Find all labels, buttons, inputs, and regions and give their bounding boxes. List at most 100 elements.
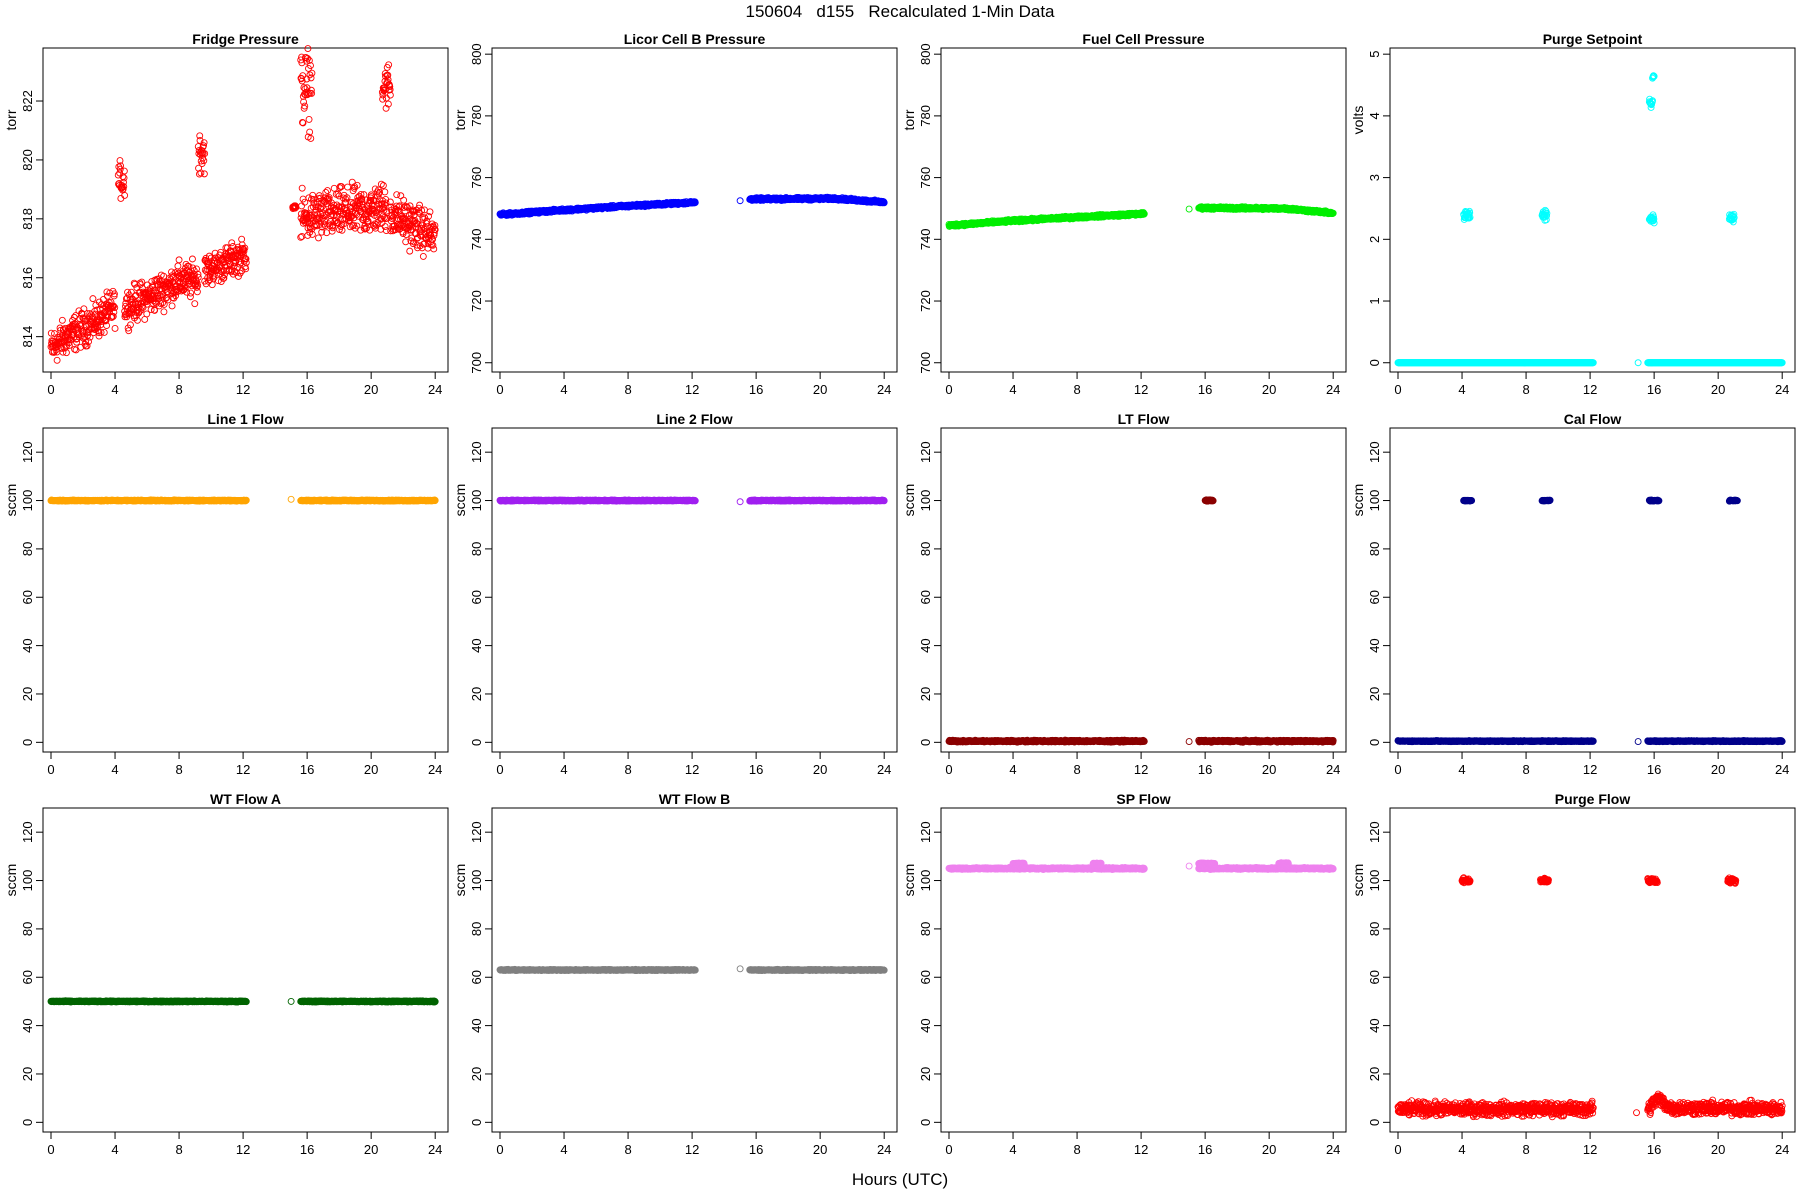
panel-title: Purge Setpoint bbox=[1543, 31, 1643, 47]
plot-frame bbox=[1389, 47, 1796, 373]
y-tick-label: 700 bbox=[469, 352, 484, 374]
y-tick-label: 60 bbox=[20, 590, 35, 604]
data-point bbox=[200, 157, 208, 165]
data-point bbox=[111, 304, 119, 311]
data-point bbox=[200, 142, 207, 150]
data-point bbox=[135, 308, 143, 316]
y-tick-label: 814 bbox=[20, 326, 35, 348]
data-point bbox=[117, 194, 125, 202]
data-point bbox=[133, 316, 141, 324]
x-tick-label: 4 bbox=[1458, 382, 1465, 397]
panel-title: Line 1 Flow bbox=[207, 411, 283, 427]
data-point bbox=[82, 338, 90, 346]
data-point bbox=[120, 174, 128, 182]
data-point bbox=[97, 318, 105, 326]
y-tick-label: 0 bbox=[1367, 359, 1382, 366]
data-point bbox=[110, 308, 118, 316]
x-tick-label: 16 bbox=[749, 382, 763, 397]
y-tick-label: 820 bbox=[20, 149, 35, 171]
data-point bbox=[381, 223, 389, 231]
data-point bbox=[205, 252, 213, 260]
y-tick-label: 2 bbox=[1367, 236, 1382, 243]
data-point bbox=[59, 348, 67, 356]
data-point bbox=[193, 288, 201, 296]
x-tick-label: 0 bbox=[496, 382, 503, 397]
data-points bbox=[47, 495, 439, 505]
data-point bbox=[173, 271, 181, 279]
data-point bbox=[89, 295, 97, 303]
data-point bbox=[194, 270, 202, 278]
data-point bbox=[147, 306, 155, 314]
data-point bbox=[298, 184, 306, 192]
data-point bbox=[186, 293, 194, 301]
data-point bbox=[149, 299, 157, 307]
data-point bbox=[201, 150, 209, 158]
data-points bbox=[496, 193, 888, 219]
data-point bbox=[220, 274, 228, 282]
y-tick-label: 0 bbox=[20, 739, 35, 746]
data-point bbox=[83, 317, 91, 324]
data-point bbox=[141, 316, 149, 323]
x-tick-label: 4 bbox=[111, 382, 118, 397]
data-point bbox=[120, 183, 128, 191]
x-tick-label: 8 bbox=[175, 382, 182, 397]
data-point bbox=[159, 299, 166, 307]
data-point bbox=[109, 312, 117, 320]
y-tick-label: 700 bbox=[918, 352, 933, 374]
y-tick-label: 120 bbox=[20, 441, 35, 463]
plot-frame bbox=[42, 427, 449, 753]
data-point bbox=[83, 342, 91, 350]
y-axis-label: sccm bbox=[3, 484, 19, 517]
y-tick-label: 5 bbox=[1367, 51, 1382, 58]
y-tick-label: 740 bbox=[918, 228, 933, 250]
data-point bbox=[168, 268, 175, 276]
data-point bbox=[200, 139, 208, 147]
data-point bbox=[736, 197, 744, 205]
data-point bbox=[400, 196, 408, 204]
y-tick-label: 3 bbox=[1367, 174, 1382, 181]
x-tick-label: 8 bbox=[624, 382, 631, 397]
data-point bbox=[100, 328, 108, 336]
x-tick-label: 12 bbox=[236, 382, 250, 397]
y-tick-label: 800 bbox=[918, 43, 933, 65]
y-tick-label: 4 bbox=[1367, 112, 1382, 119]
data-point bbox=[228, 239, 236, 247]
data-point bbox=[111, 325, 119, 332]
data-point bbox=[176, 279, 184, 287]
data-point bbox=[95, 332, 103, 340]
data-point bbox=[58, 316, 66, 324]
data-point bbox=[315, 234, 322, 242]
data-point bbox=[305, 115, 313, 123]
data-point bbox=[90, 329, 97, 337]
y-axis-label: torr bbox=[3, 109, 19, 130]
data-point bbox=[200, 170, 208, 178]
data-points bbox=[47, 45, 439, 364]
x-tick-label: 0 bbox=[1394, 382, 1401, 397]
data-point bbox=[208, 281, 216, 289]
data-point bbox=[419, 252, 427, 260]
data-point bbox=[116, 157, 124, 165]
data-point bbox=[102, 317, 110, 324]
data-point bbox=[191, 300, 199, 308]
x-tick-label: 4 bbox=[560, 382, 567, 397]
data-point bbox=[94, 327, 102, 335]
data-point bbox=[166, 274, 173, 282]
x-tick-label: 24 bbox=[428, 762, 442, 777]
data-point bbox=[218, 273, 226, 281]
data-point bbox=[181, 282, 189, 290]
x-tick-label: 20 bbox=[1262, 382, 1276, 397]
panel-title: Fridge Pressure bbox=[192, 31, 299, 47]
y-tick-label: 816 bbox=[20, 267, 35, 289]
x-tick-label: 8 bbox=[1073, 382, 1080, 397]
data-point bbox=[175, 256, 183, 264]
x-tick-label: 4 bbox=[111, 762, 118, 777]
x-tick-label: 0 bbox=[945, 382, 952, 397]
x-tick-label: 8 bbox=[1522, 382, 1529, 397]
data-point bbox=[160, 300, 168, 308]
data-point bbox=[126, 310, 134, 318]
data-point bbox=[344, 183, 352, 191]
y-axis-label: torr bbox=[452, 109, 468, 130]
data-point bbox=[379, 182, 387, 189]
x-tick-label: 12 bbox=[236, 762, 250, 777]
